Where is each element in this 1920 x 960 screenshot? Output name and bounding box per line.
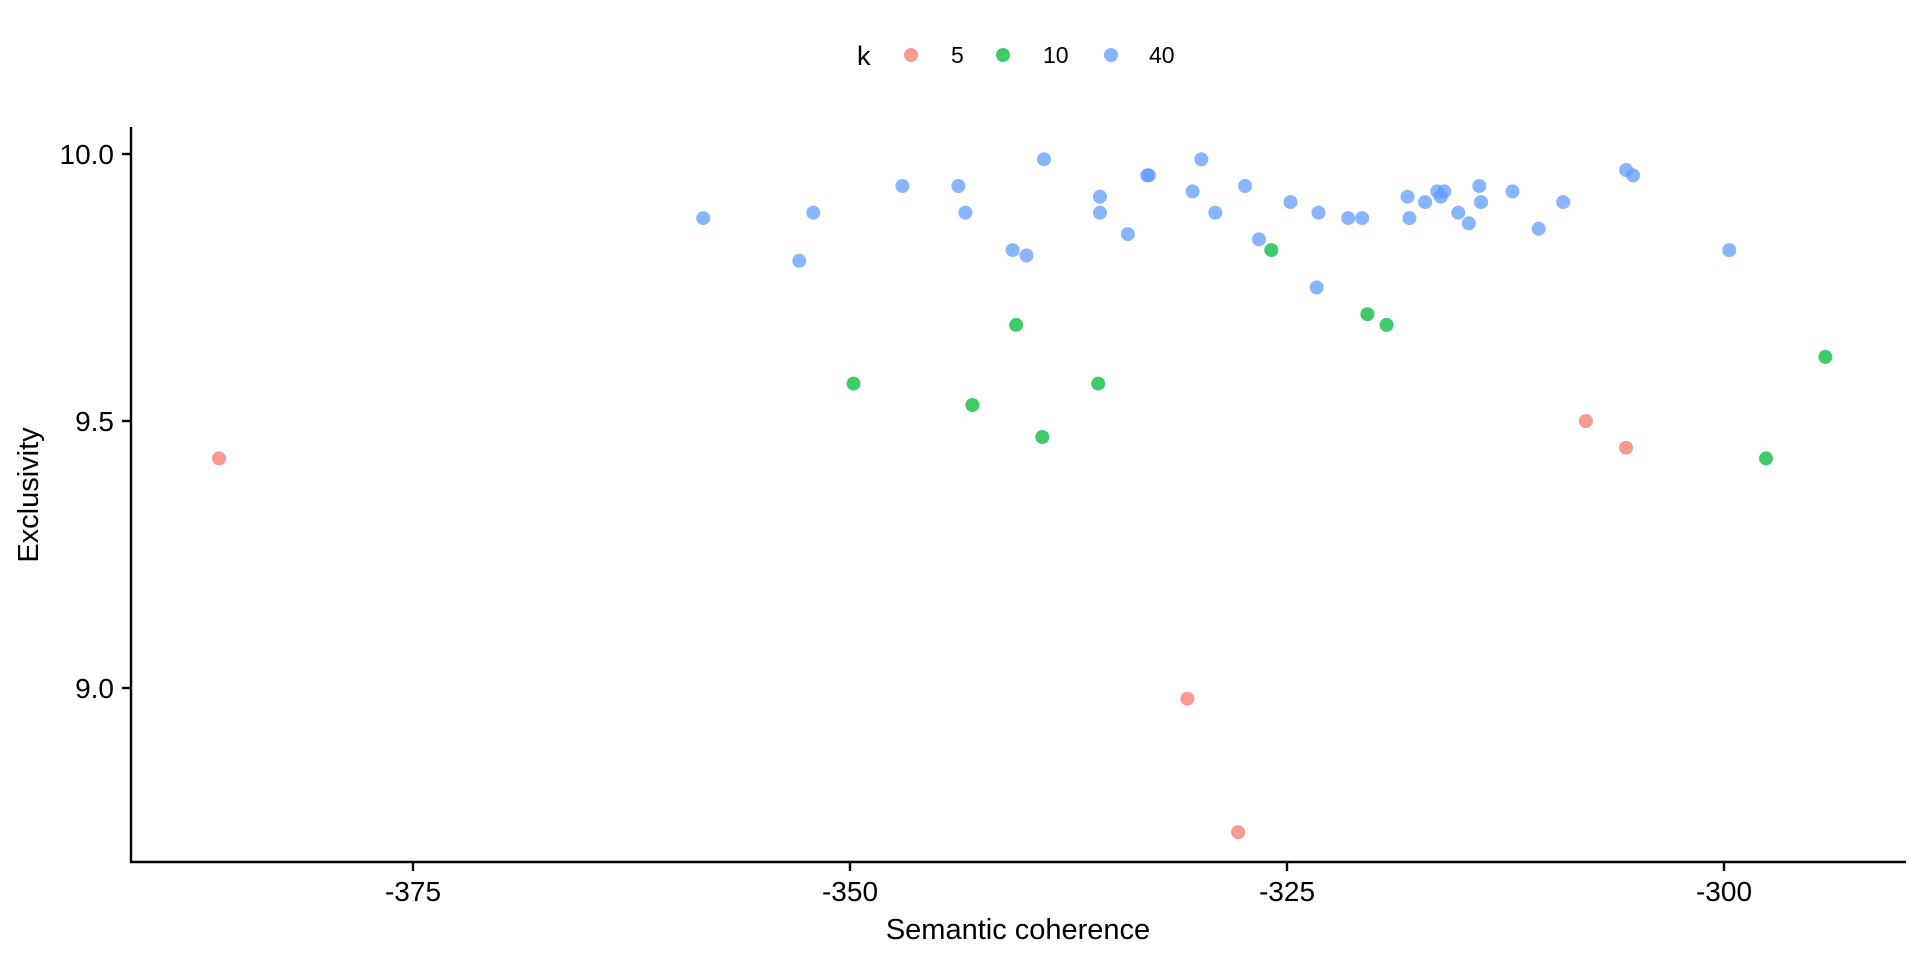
x-axis-ticks: -375 -350 -325 -300 xyxy=(385,862,1752,907)
point-k-40 xyxy=(1185,184,1200,199)
data-points xyxy=(212,152,1833,840)
point-k-40 xyxy=(1093,189,1107,204)
point-k-10 xyxy=(1379,317,1394,332)
point-k-5 xyxy=(1231,825,1246,840)
point-k-40 xyxy=(1208,205,1223,220)
point-k-40 xyxy=(1141,168,1156,183)
x-tick-label: -300 xyxy=(1696,876,1752,907)
point-k-40 xyxy=(1400,189,1415,204)
point-k-40 xyxy=(1341,211,1356,226)
point-k-40 xyxy=(1019,248,1034,263)
point-k-40 xyxy=(1311,205,1326,220)
point-k-40 xyxy=(1418,195,1433,210)
point-k-10 xyxy=(1035,430,1050,444)
point-k-10 xyxy=(1009,317,1024,332)
point-k-40 xyxy=(895,179,910,193)
point-k-10 xyxy=(1360,307,1375,322)
point-k-40 xyxy=(792,253,807,268)
y-tick-label: 9.5 xyxy=(75,406,114,437)
point-k-40 xyxy=(1722,243,1737,258)
point-k-40 xyxy=(951,179,966,193)
point-k-40 xyxy=(1309,280,1324,295)
y-tick-label: 9.0 xyxy=(75,673,114,704)
point-k-40 xyxy=(806,205,821,220)
x-axis-title: Semantic coherence xyxy=(886,914,1150,946)
point-k-40 xyxy=(1194,152,1209,167)
point-k-40 xyxy=(958,205,973,220)
point-k-5 xyxy=(1180,691,1195,706)
point-k-40 xyxy=(1093,205,1107,220)
point-k-5 xyxy=(1578,414,1593,428)
point-k-10 xyxy=(1818,349,1833,364)
legend: k 5 10 40 xyxy=(857,41,1175,71)
point-k-40 xyxy=(1005,243,1020,258)
point-k-40 xyxy=(1238,179,1252,193)
point-k-40 xyxy=(1556,195,1571,210)
point-k-40 xyxy=(1402,211,1417,226)
legend-label-40: 40 xyxy=(1149,42,1175,68)
point-k-5 xyxy=(1619,440,1634,455)
legend-label-10: 10 xyxy=(1043,42,1069,68)
legend-label-5: 5 xyxy=(951,42,964,68)
point-k-40 xyxy=(1252,232,1266,247)
point-k-40 xyxy=(1531,221,1546,236)
point-k-10 xyxy=(846,376,861,391)
y-axis-ticks: 9.0 9.5 10.0 xyxy=(60,139,131,704)
point-k-40 xyxy=(1505,184,1520,199)
point-k-40 xyxy=(1474,195,1488,210)
point-k-10 xyxy=(1264,243,1279,258)
x-tick-label: -325 xyxy=(1259,876,1315,907)
point-k-10 xyxy=(1759,451,1773,466)
x-tick-label: -375 xyxy=(385,876,441,907)
point-k-40 xyxy=(1461,216,1476,231)
legend-title: k xyxy=(857,41,871,71)
point-k-40 xyxy=(1451,205,1466,220)
point-k-10 xyxy=(1091,376,1106,391)
legend-key-40 xyxy=(1104,48,1118,62)
x-tick-label: -350 xyxy=(822,876,878,907)
point-k-40 xyxy=(1437,184,1452,199)
y-tick-label: 10.0 xyxy=(60,139,115,170)
legend-key-5 xyxy=(904,48,918,62)
point-k-40 xyxy=(1037,152,1051,167)
point-k-40 xyxy=(1472,179,1487,193)
point-k-40 xyxy=(1626,168,1641,183)
point-k-10 xyxy=(965,398,980,412)
legend-key-10 xyxy=(996,48,1010,62)
point-k-40 xyxy=(1120,227,1135,242)
point-k-40 xyxy=(1283,195,1298,210)
point-k-40 xyxy=(1355,211,1370,226)
point-k-5 xyxy=(212,451,226,466)
point-k-40 xyxy=(696,211,711,226)
y-axis-title: Exclusivity xyxy=(13,427,45,563)
